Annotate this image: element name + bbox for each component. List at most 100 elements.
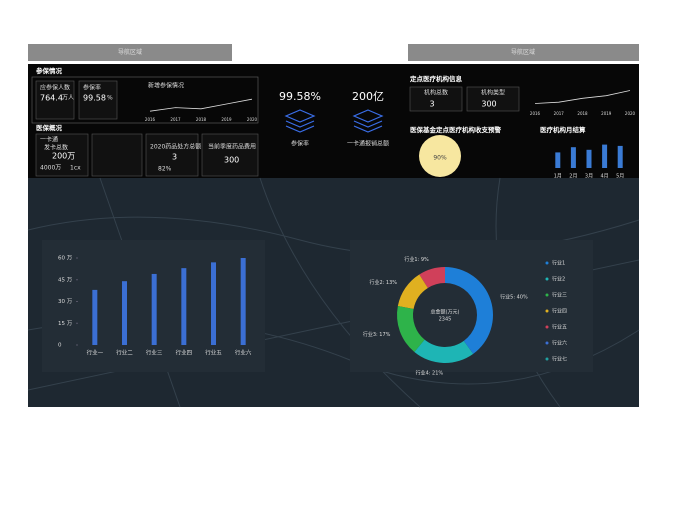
- value: 200万: [52, 152, 75, 161]
- x-tick-label: 3月: [585, 174, 593, 180]
- legend-label: 行业五: [552, 324, 567, 331]
- value: 1cx: [70, 165, 81, 172]
- y-tick-label: 45 万: [58, 276, 73, 283]
- legend-swatch: [545, 277, 549, 281]
- data-label: 行业3: 17%: [363, 331, 391, 338]
- pie-slice: [445, 267, 493, 354]
- card: [35, 80, 75, 120]
- x-tick-label: 2020: [625, 111, 636, 116]
- legend-label: 行业七: [552, 356, 567, 363]
- section-title: 医疗机构月结算: [540, 125, 586, 134]
- line: [534, 90, 631, 104]
- legend-swatch: [545, 293, 549, 297]
- x-tick-label: 2018: [577, 111, 588, 116]
- section-title: 医保基金定点医疗机构收支预警: [410, 125, 502, 134]
- x-tick-label: 行业六: [235, 349, 252, 357]
- legend-label: 行业四: [552, 308, 567, 315]
- data-label: 行业5: 40%: [500, 294, 528, 301]
- nav-text[interactable]: 导航区域: [511, 48, 535, 56]
- layer-icon: [284, 109, 384, 133]
- x-tick-label: 2017: [554, 111, 565, 116]
- bar: [602, 144, 608, 168]
- legend-swatch: [545, 261, 549, 265]
- pie-slice: [419, 267, 445, 288]
- bar: [570, 147, 576, 168]
- label: 一卡通: [40, 136, 58, 144]
- card: [35, 133, 89, 177]
- value: 99.58: [83, 94, 106, 103]
- legend-swatch: [545, 341, 549, 345]
- kpi-value: 99.58%: [279, 90, 321, 103]
- bar: [240, 258, 246, 345]
- value: 300: [481, 100, 496, 109]
- data-label: 行业4: 21%: [416, 369, 444, 376]
- x-tick-label: 2020: [247, 117, 258, 122]
- label: 当前季度药品费用: [208, 143, 256, 151]
- label: 机构总数: [424, 89, 448, 97]
- panel: [31, 76, 259, 124]
- y-tick-label: 30 万: [58, 298, 73, 305]
- x-tick-label: 2016: [530, 111, 541, 116]
- pie-slice: [414, 339, 474, 363]
- label: 应参保人数: [40, 84, 70, 92]
- card: [145, 133, 199, 177]
- y-tick-label: 0: [58, 343, 62, 349]
- pie-slice: [397, 274, 428, 310]
- bar: [617, 145, 623, 168]
- bar: [151, 273, 157, 345]
- bar: [555, 152, 561, 168]
- card: [409, 86, 463, 112]
- x-tick-label: 2018: [196, 117, 207, 122]
- section-title: 定点医疗机构信息: [409, 74, 463, 83]
- value: 3: [172, 153, 177, 162]
- bar: [92, 289, 98, 345]
- x-tick-label: 行业一: [87, 349, 104, 357]
- data-label: 行业1: 9%: [404, 256, 429, 263]
- kpi-label: 参保率: [291, 140, 309, 148]
- unit: 万人: [62, 95, 74, 102]
- value: 3: [429, 100, 434, 109]
- bar: [586, 149, 592, 168]
- nav-bar[interactable]: [408, 44, 639, 61]
- data-label: 行业2: 13%: [369, 279, 397, 286]
- warning-value: 90%: [433, 155, 447, 162]
- x-tick-label: 2019: [221, 117, 232, 122]
- x-tick-label: 2016: [145, 117, 156, 122]
- bar: [122, 281, 127, 345]
- x-tick-label: 行业二: [116, 349, 133, 357]
- kpi-value: 200亿: [352, 90, 384, 103]
- x-tick-label: 行业三: [146, 349, 163, 357]
- section-title: 医保概况: [36, 123, 63, 132]
- y-tick-label: 60 万: [58, 255, 73, 262]
- value: 82%: [158, 166, 172, 173]
- label: 参保率: [83, 84, 101, 92]
- x-tick-label: 行业四: [176, 349, 193, 357]
- x-tick-label: 5月: [616, 174, 624, 180]
- x-tick-label: 行业五: [205, 349, 222, 357]
- legend-label: 行业1: [552, 260, 565, 267]
- section-title: 参保情况: [36, 66, 63, 75]
- warning-circle: [419, 135, 461, 177]
- card: [78, 80, 118, 120]
- legend-swatch: [545, 325, 549, 329]
- card: [91, 133, 143, 177]
- label: 发卡总数: [44, 144, 68, 152]
- card: [201, 133, 259, 177]
- chart-title: 新增参保情况: [148, 82, 184, 90]
- x-tick-label: 1月: [554, 174, 562, 180]
- label: 机构类型: [481, 89, 505, 97]
- center-value: 2345: [439, 317, 452, 323]
- line: [149, 98, 253, 112]
- nav-bar[interactable]: [28, 44, 232, 61]
- legend-label: 行业六: [552, 340, 567, 347]
- x-tick-label: 2017: [170, 117, 181, 122]
- legend-swatch: [545, 309, 549, 313]
- nav-text[interactable]: 导航区域: [118, 48, 142, 56]
- bar: [181, 268, 187, 345]
- legend-label: 行业三: [552, 292, 567, 299]
- x-tick-label: 2019: [601, 111, 612, 116]
- card: [466, 86, 520, 112]
- pie-slice: [397, 306, 425, 352]
- legend-swatch: [545, 357, 549, 361]
